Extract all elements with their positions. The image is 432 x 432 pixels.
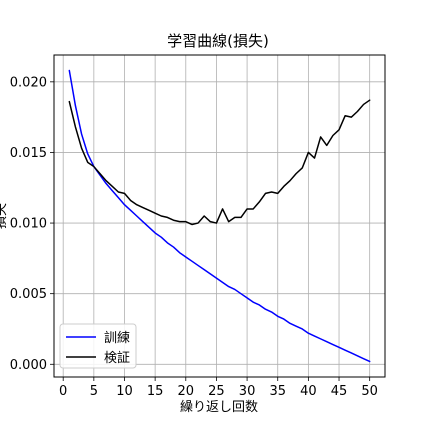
x-tick-label: 45 <box>331 384 348 399</box>
ticks: 0 5 10 15 20 25 30 35 40 45 50 0.000 0.005 0.010 0.015… <box>10 75 378 399</box>
legend-label-validation: 検証 <box>104 351 130 366</box>
y-tick-label: 0.015 <box>10 146 47 161</box>
x-tick-label: 10 <box>116 384 133 399</box>
x-tick-label: 0 <box>59 384 67 399</box>
y-tick-label: 0.010 <box>10 217 47 232</box>
x-tick-label: 5 <box>90 384 98 399</box>
x-tick-label: 15 <box>147 384 164 399</box>
grid <box>54 55 385 377</box>
x-tick-label: 40 <box>300 384 317 399</box>
x-axis-label: 繰り返し回数 <box>180 400 258 415</box>
x-tick-label: 25 <box>208 384 225 399</box>
series-lines <box>68 69 371 363</box>
x-tick-label: 30 <box>239 384 256 399</box>
y-tick-label: 0.000 <box>10 358 47 373</box>
legend: 訓練 検証 <box>59 323 137 369</box>
series-line-validation <box>68 99 371 226</box>
axes-frame <box>53 54 386 378</box>
chart-title: 学習曲線(損失) <box>167 32 269 50</box>
y-tick-label: 0.020 <box>10 75 47 90</box>
x-tick-label: 35 <box>269 384 286 399</box>
y-axis-label: 損失 <box>0 203 9 229</box>
series-line-train <box>68 69 371 363</box>
legend-label-train: 訓練 <box>104 330 130 346</box>
y-tick-label: 0.005 <box>10 287 47 302</box>
x-tick-label: 50 <box>361 384 378 399</box>
x-tick-label: 20 <box>178 384 195 399</box>
